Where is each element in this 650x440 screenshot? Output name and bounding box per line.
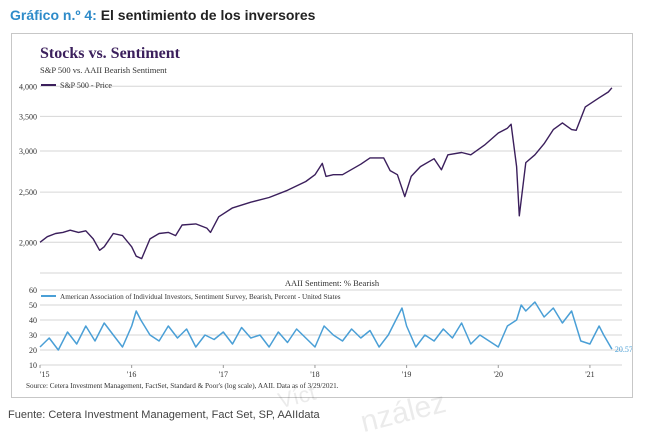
aaii-y-tick-label: 50 [29, 301, 37, 310]
aaii-y-tick-label: 30 [29, 331, 37, 340]
aaii-y-tick-label: 60 [29, 286, 37, 295]
aaii-gridlines [40, 289, 622, 366]
aaii-y-tick-label: 20 [29, 346, 37, 355]
aaii-bearish-line [39, 301, 613, 351]
sp500-y-tick-label: 3,000 [19, 147, 37, 156]
chart-frame: Stocks vs. Sentiment S&P 500 vs. AAII Be… [11, 33, 633, 398]
figure-number-label: Gráfico n.º 4: [10, 7, 97, 23]
x-axis-year-label: '21 [585, 370, 594, 379]
figure-source: Fuente: Cetera Investment Management, Fa… [8, 409, 320, 421]
sp500-legend-label: S&P 500 - Price [60, 81, 112, 90]
x-axis-year-label: '20 [494, 370, 503, 379]
x-axis-year-label: '16 [127, 370, 136, 379]
chart-source-note: Source: Cetera Investment Management, Fa… [26, 382, 339, 390]
aaii-panel-title: AAII Sentiment: % Bearish [285, 278, 380, 288]
x-axis-year-label: '18 [310, 370, 319, 379]
x-axis-year-label: '15 [40, 370, 49, 379]
chart-title: Stocks vs. Sentiment [40, 45, 181, 62]
x-axis-year-label: '19 [402, 370, 411, 379]
chart-subtitle: S&P 500 vs. AAII Bearish Sentiment [40, 65, 167, 75]
aaii-y-tick-label: 10 [29, 361, 37, 370]
stocks-vs-sentiment-chart: Stocks vs. Sentiment S&P 500 vs. AAII Be… [19, 45, 633, 390]
aaii-y-tick-label: 40 [29, 316, 37, 325]
aaii-y-tick-labels: 10 20 30 40 50 60 [29, 286, 37, 370]
figure-title-text: El sentimiento de los inversores [100, 7, 316, 23]
x-axis-year-label: '17 [219, 370, 228, 379]
x-axis-year-labels: '15 '16 '17 '18 '19 '20 '21 [39, 365, 595, 379]
sp500-y-tick-label: 3,500 [19, 112, 37, 121]
sp500-y-tick-labels: 2,000 2,500 3,000 3,500 4,000 [19, 82, 37, 247]
sp500-price-line [39, 87, 613, 260]
aaii-legend-label: American Association of Individual Inves… [60, 293, 341, 301]
aaii-end-value-label: 20.57 [615, 345, 632, 354]
figure-title: Gráfico n.º 4: El sentimiento de los inv… [10, 7, 315, 23]
sp500-y-tick-label: 4,000 [19, 82, 37, 91]
sp500-y-tick-label: 2,000 [19, 238, 37, 247]
sp500-gridlines [40, 85, 622, 243]
sp500-y-tick-label: 2,500 [19, 188, 37, 197]
